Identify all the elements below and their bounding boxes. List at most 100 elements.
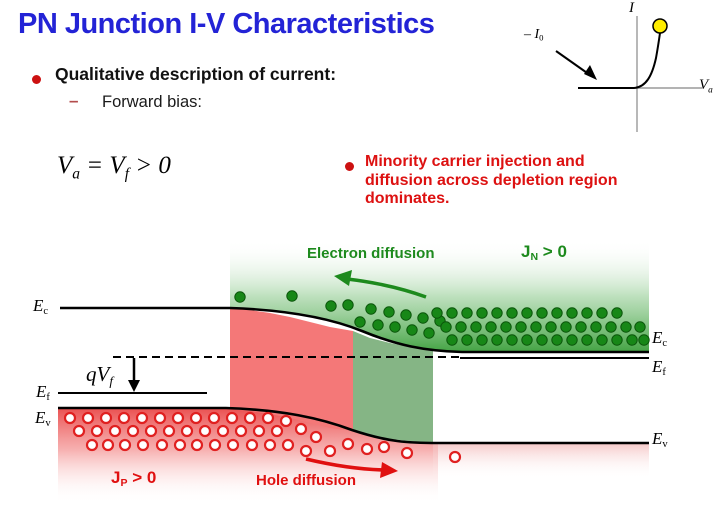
- hole-dot: [173, 438, 187, 452]
- electron-dot: [286, 290, 298, 302]
- electron-dot: [551, 307, 563, 319]
- bullet-dot: [32, 75, 41, 84]
- electron-dot: [530, 321, 542, 333]
- hole-dot: [448, 450, 462, 464]
- hole-dot: [72, 424, 86, 438]
- hole-dot: [117, 411, 131, 425]
- electron-dot: [476, 334, 488, 346]
- valence-band-line: [58, 406, 649, 445]
- electron-dot: [536, 307, 548, 319]
- electron-dot: [342, 299, 354, 311]
- n-region-shading: [230, 240, 649, 352]
- electrons-group: [234, 290, 650, 346]
- jn-label: JN > 0: [521, 242, 567, 263]
- electron-dot: [461, 334, 473, 346]
- qvf-arrow: [128, 358, 140, 392]
- electron-dot: [372, 319, 384, 331]
- hole-dot: [263, 438, 277, 452]
- hole-dot: [198, 424, 212, 438]
- jp-rest: > 0: [127, 468, 157, 487]
- electron-dot: [446, 307, 458, 319]
- hole-dot: [136, 438, 150, 452]
- hole-dot: [323, 444, 337, 458]
- electron-dot: [406, 324, 418, 336]
- electron-dot: [461, 307, 473, 319]
- hole-dot: [135, 411, 149, 425]
- sub-bullet-dash: –: [69, 91, 79, 110]
- hole-dot: [400, 446, 414, 460]
- hole-dot: [90, 424, 104, 438]
- ec-right-label: Ec: [652, 328, 667, 349]
- operating-point-marker: [652, 18, 668, 34]
- e-sub: f: [46, 391, 50, 403]
- electron-dot: [581, 334, 593, 346]
- jn-rest: > 0: [538, 242, 567, 261]
- electron-dot: [611, 307, 623, 319]
- hole-dot: [341, 437, 355, 451]
- electron-dot: [605, 321, 617, 333]
- hole-dot: [208, 438, 222, 452]
- hole-dot: [155, 438, 169, 452]
- e-main: E: [652, 429, 663, 448]
- hole-dot: [189, 411, 203, 425]
- hole-dot: [108, 424, 122, 438]
- equation-part: V: [57, 152, 73, 179]
- iv-curve: [578, 32, 661, 89]
- jp-label: JP > 0: [111, 468, 156, 489]
- electron-dot: [383, 306, 395, 318]
- electron-dot: [620, 321, 632, 333]
- hole-dot: [171, 411, 185, 425]
- electron-dot: [566, 334, 578, 346]
- e-main: E: [33, 296, 44, 315]
- electron-dot: [476, 307, 488, 319]
- e-main: E: [36, 382, 47, 401]
- electron-dot: [521, 307, 533, 319]
- hole-dot: [126, 424, 140, 438]
- electron-dot: [515, 321, 527, 333]
- electron-dot: [491, 307, 503, 319]
- hole-dot: [294, 422, 308, 436]
- hole-dot: [153, 411, 167, 425]
- hole-dot: [118, 438, 132, 452]
- hole-dot: [309, 430, 323, 444]
- electron-dot: [491, 334, 503, 346]
- electron-dot: [506, 334, 518, 346]
- hole-diffusion-arrow: [305, 457, 398, 478]
- electron-dot: [590, 321, 602, 333]
- hole-dot: [225, 411, 239, 425]
- hole-dot: [63, 411, 77, 425]
- hole-dot: [252, 424, 266, 438]
- hole-dot: [279, 414, 293, 428]
- equation-part: = V: [80, 152, 125, 179]
- electron-dot: [506, 307, 518, 319]
- electron-dot: [596, 334, 608, 346]
- electron-dot: [234, 291, 246, 303]
- hole-dot: [85, 438, 99, 452]
- hole-dot: [245, 438, 259, 452]
- electron-dot: [581, 307, 593, 319]
- red-bullet-text: Minority carrier injection and diffusion…: [365, 153, 618, 207]
- hole-dot: [360, 442, 374, 456]
- electron-dot: [551, 334, 563, 346]
- electron-dot: [417, 312, 429, 324]
- iv-current-axis-label: I: [629, 0, 634, 16]
- hole-dot: [281, 438, 295, 452]
- electron-dot: [638, 334, 650, 346]
- e-sub: v: [45, 417, 51, 429]
- hole-dot: [377, 440, 391, 454]
- e-sub: v: [662, 438, 668, 450]
- e-main: E: [652, 328, 663, 347]
- e-sub: c: [662, 337, 668, 349]
- jn-sub: N: [530, 250, 539, 263]
- ev-right-label: Ev: [652, 429, 668, 450]
- page-title: PN Junction I-V Characteristics: [18, 8, 435, 40]
- electron-dot: [634, 321, 646, 333]
- hole-dot: [162, 424, 176, 438]
- ef-left-label: Ef: [36, 382, 50, 403]
- e-main: E: [35, 408, 46, 427]
- depletion-green-band: [353, 331, 433, 443]
- jn-main: J: [521, 242, 531, 261]
- electron-dot: [560, 321, 572, 333]
- p-region-right-shading: [433, 443, 649, 479]
